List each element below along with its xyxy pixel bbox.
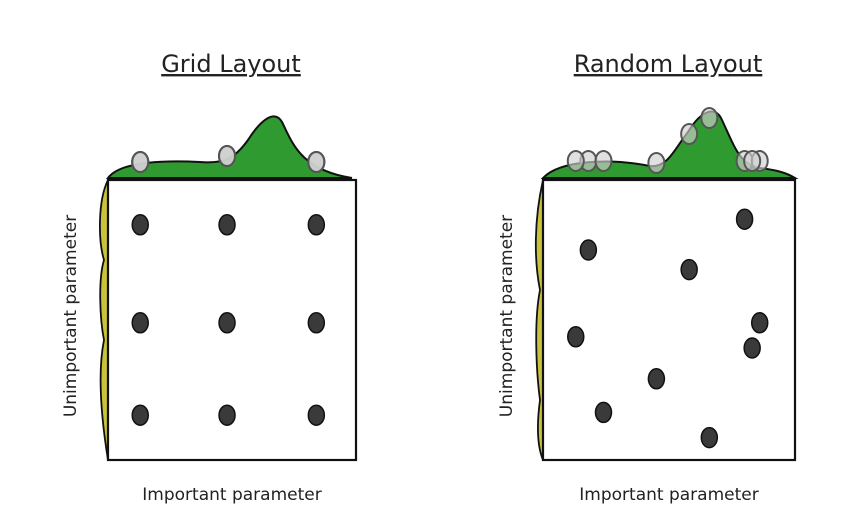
random-y-axis-label: Unimportant parameter — [497, 215, 517, 417]
sample-point — [131, 404, 149, 426]
sample-projection-marker — [307, 151, 326, 173]
grid-y-axis-label: Unimportant parameter — [61, 215, 81, 417]
sample-point — [218, 214, 236, 236]
sample-point — [680, 258, 698, 281]
grid-point-projections — [131, 145, 326, 173]
sample-projection-marker — [700, 107, 719, 129]
sample-projection-marker — [218, 145, 237, 167]
grid-sample-points — [131, 214, 326, 426]
random-x-axis-label: Important parameter — [579, 485, 758, 505]
sample-point — [307, 214, 326, 236]
grid-layout-title: Grid Layout — [161, 50, 301, 78]
sample-point — [218, 404, 236, 426]
sample-projection-marker — [743, 150, 762, 172]
random-sample-points — [567, 208, 769, 449]
random-unimportant-density-curve — [534, 179, 544, 461]
random-layout-panel: Random Layout Important parameter Unimpo… — [497, 50, 799, 505]
sample-projection-marker — [680, 123, 699, 145]
sample-point — [218, 312, 236, 334]
sample-point — [131, 214, 149, 236]
sample-point — [743, 337, 761, 359]
sample-point — [750, 312, 769, 334]
sample-point — [567, 326, 585, 348]
sample-point — [735, 208, 754, 230]
sample-projection-marker — [594, 150, 613, 172]
sample-point — [647, 368, 666, 390]
random-point-projections — [566, 107, 769, 174]
sample-point — [594, 401, 613, 424]
sample-projection-marker — [566, 150, 585, 172]
grid-important-density-curve — [105, 115, 353, 179]
sample-projection-marker — [647, 152, 666, 174]
sample-projection-marker — [131, 151, 150, 173]
grid-unimportant-density-curve — [99, 179, 109, 461]
sample-point — [307, 312, 326, 334]
random-layout-title: Random Layout — [574, 50, 763, 78]
sample-point — [307, 404, 326, 426]
grid-layout-panel: Grid Layout Important parameter Unimport… — [61, 50, 358, 505]
grid-x-axis-label: Important parameter — [142, 485, 321, 505]
sample-point — [579, 239, 598, 261]
sample-point — [131, 312, 149, 334]
sample-point — [700, 426, 719, 449]
